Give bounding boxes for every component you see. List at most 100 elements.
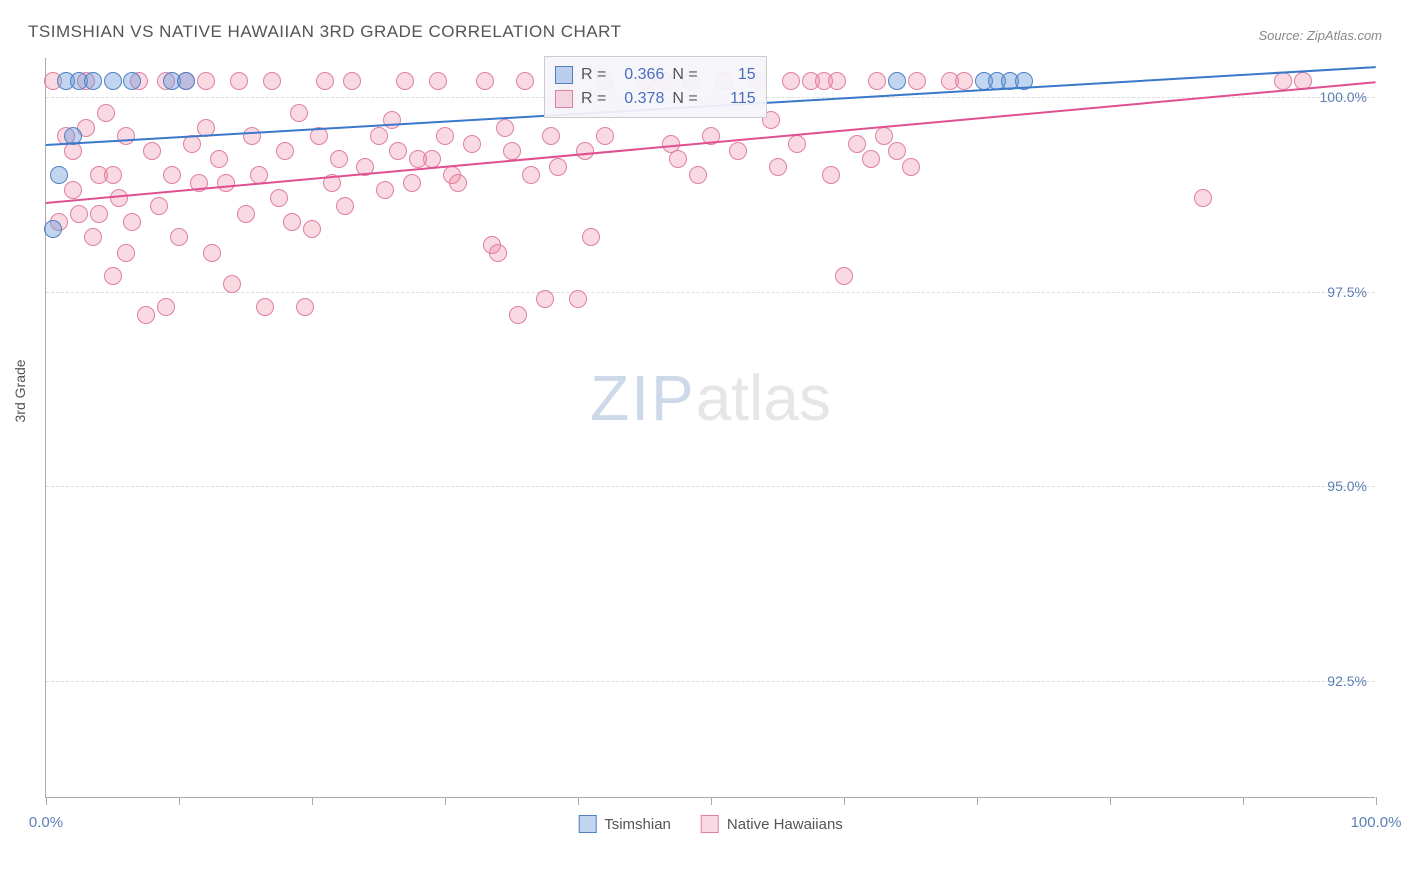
data-point-pink xyxy=(429,72,447,90)
data-point-pink xyxy=(70,205,88,223)
data-point-pink xyxy=(123,213,141,231)
n-label: N = xyxy=(672,63,697,87)
x-tick xyxy=(46,797,47,805)
data-point-pink xyxy=(389,142,407,160)
watermark: ZIPatlas xyxy=(590,361,831,435)
data-point-pink xyxy=(296,298,314,316)
data-point-pink xyxy=(110,189,128,207)
swatch-pink-icon xyxy=(555,90,573,108)
data-point-pink xyxy=(835,267,853,285)
data-point-pink xyxy=(343,72,361,90)
data-point-blue xyxy=(50,166,68,184)
legend-item-blue: Tsimshian xyxy=(578,815,671,833)
x-axis-label: 0.0% xyxy=(29,814,63,831)
y-axis-title: 3rd Grade xyxy=(12,359,28,422)
data-point-pink xyxy=(303,220,321,238)
swatch-pink-icon xyxy=(701,815,719,833)
r-label: R = xyxy=(581,87,606,111)
data-point-pink xyxy=(290,104,308,122)
plot-area: ZIPatlas Tsimshian Native Hawaiians 100.… xyxy=(45,58,1375,798)
data-point-pink xyxy=(902,158,920,176)
data-point-pink xyxy=(522,166,540,184)
source-attribution: Source: ZipAtlas.com xyxy=(1258,28,1382,43)
x-tick xyxy=(977,797,978,805)
data-point-pink xyxy=(330,150,348,168)
legend-label-blue: Tsimshian xyxy=(604,816,671,833)
data-point-pink xyxy=(868,72,886,90)
watermark-atlas: atlas xyxy=(696,362,831,434)
data-point-pink xyxy=(90,205,108,223)
stats-row-pink: R = 0.378 N = 115 xyxy=(555,87,756,111)
x-tick xyxy=(445,797,446,805)
data-point-pink xyxy=(516,72,534,90)
data-point-pink xyxy=(596,127,614,145)
data-point-pink xyxy=(64,142,82,160)
data-point-pink xyxy=(117,244,135,262)
data-point-pink xyxy=(197,72,215,90)
n-value-pink: 115 xyxy=(706,87,756,111)
data-point-pink xyxy=(449,174,467,192)
data-point-pink xyxy=(143,142,161,160)
data-point-pink xyxy=(828,72,846,90)
y-tick-label: 95.0% xyxy=(1327,478,1367,494)
gridline xyxy=(46,292,1375,293)
n-value-blue: 15 xyxy=(706,63,756,87)
data-point-pink xyxy=(370,127,388,145)
data-point-pink xyxy=(1274,72,1292,90)
data-point-blue xyxy=(44,220,62,238)
n-label: N = xyxy=(672,87,697,111)
x-tick xyxy=(1243,797,1244,805)
data-point-pink xyxy=(489,244,507,262)
data-point-blue xyxy=(177,72,195,90)
chart-container: TSIMSHIAN VS NATIVE HAWAIIAN 3RD GRADE C… xyxy=(0,0,1406,892)
x-tick xyxy=(578,797,579,805)
data-point-pink xyxy=(769,158,787,176)
x-tick xyxy=(711,797,712,805)
data-point-pink xyxy=(689,166,707,184)
data-point-pink xyxy=(243,127,261,145)
data-point-pink xyxy=(955,72,973,90)
swatch-blue-icon xyxy=(578,815,596,833)
r-label: R = xyxy=(581,63,606,87)
data-point-pink xyxy=(316,72,334,90)
data-point-pink xyxy=(908,72,926,90)
data-point-pink xyxy=(463,135,481,153)
data-point-pink xyxy=(496,119,514,137)
data-point-pink xyxy=(170,228,188,246)
data-point-blue xyxy=(888,72,906,90)
data-point-pink xyxy=(436,127,454,145)
data-point-pink xyxy=(403,174,421,192)
data-point-pink xyxy=(875,127,893,145)
data-point-pink xyxy=(157,298,175,316)
data-point-pink xyxy=(150,197,168,215)
data-point-pink xyxy=(276,142,294,160)
data-point-pink xyxy=(210,150,228,168)
stats-legend: R = 0.366 N = 15 R = 0.378 N = 115 xyxy=(544,56,767,118)
bottom-legend: Tsimshian Native Hawaiians xyxy=(578,815,843,833)
data-point-blue xyxy=(104,72,122,90)
data-point-pink xyxy=(137,306,155,324)
data-point-pink xyxy=(542,127,560,145)
data-point-pink xyxy=(376,181,394,199)
data-point-pink xyxy=(336,197,354,215)
x-tick xyxy=(312,797,313,805)
chart-title: TSIMSHIAN VS NATIVE HAWAIIAN 3RD GRADE C… xyxy=(28,22,621,42)
data-point-pink xyxy=(569,290,587,308)
gridline xyxy=(46,486,1375,487)
data-point-pink xyxy=(203,244,221,262)
data-point-pink xyxy=(237,205,255,223)
data-point-pink xyxy=(64,181,82,199)
data-point-pink xyxy=(263,72,281,90)
data-point-pink xyxy=(509,306,527,324)
legend-item-pink: Native Hawaiians xyxy=(701,815,843,833)
data-point-pink xyxy=(396,72,414,90)
y-tick-label: 92.5% xyxy=(1327,673,1367,689)
data-point-pink xyxy=(476,72,494,90)
data-point-pink xyxy=(788,135,806,153)
data-point-pink xyxy=(97,104,115,122)
stats-row-blue: R = 0.366 N = 15 xyxy=(555,63,756,87)
data-point-pink xyxy=(117,127,135,145)
data-point-pink xyxy=(782,72,800,90)
data-point-pink xyxy=(230,72,248,90)
data-point-pink xyxy=(84,228,102,246)
